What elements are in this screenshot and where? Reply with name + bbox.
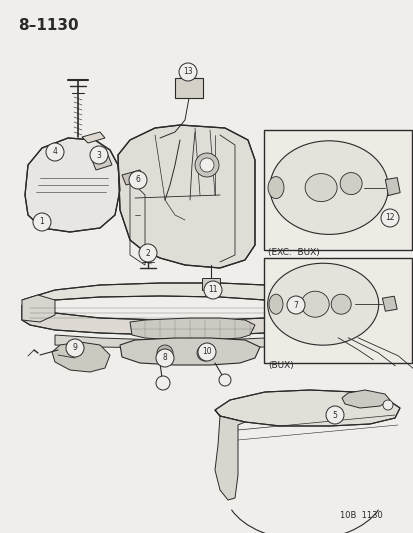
Circle shape bbox=[197, 343, 216, 361]
Text: 4: 4 bbox=[52, 148, 57, 157]
Text: 8–1130: 8–1130 bbox=[18, 18, 78, 33]
Ellipse shape bbox=[330, 294, 350, 314]
Polygon shape bbox=[214, 410, 244, 500]
FancyBboxPatch shape bbox=[202, 278, 219, 290]
Circle shape bbox=[90, 146, 108, 164]
Text: 9: 9 bbox=[72, 343, 77, 352]
Polygon shape bbox=[55, 335, 289, 348]
Polygon shape bbox=[25, 138, 120, 232]
Circle shape bbox=[46, 143, 64, 161]
FancyBboxPatch shape bbox=[175, 78, 202, 98]
Text: 13: 13 bbox=[183, 68, 192, 77]
Ellipse shape bbox=[304, 174, 336, 201]
Circle shape bbox=[139, 244, 157, 262]
Polygon shape bbox=[382, 296, 396, 311]
Text: 10B  1130: 10B 1130 bbox=[339, 511, 382, 520]
Text: 3: 3 bbox=[96, 150, 101, 159]
Text: (EXC.  BUX): (EXC. BUX) bbox=[267, 248, 319, 257]
Text: 6: 6 bbox=[135, 175, 140, 184]
Text: 5: 5 bbox=[332, 410, 337, 419]
Circle shape bbox=[156, 349, 173, 367]
Circle shape bbox=[178, 63, 197, 81]
Circle shape bbox=[156, 376, 170, 390]
FancyBboxPatch shape bbox=[263, 258, 411, 363]
Polygon shape bbox=[289, 295, 317, 322]
Circle shape bbox=[286, 296, 304, 314]
Polygon shape bbox=[385, 177, 399, 196]
Circle shape bbox=[157, 345, 173, 361]
Circle shape bbox=[199, 158, 214, 172]
Ellipse shape bbox=[267, 263, 378, 345]
Text: 2: 2 bbox=[145, 248, 150, 257]
Ellipse shape bbox=[268, 294, 282, 314]
Ellipse shape bbox=[267, 176, 283, 199]
Polygon shape bbox=[118, 125, 254, 268]
FancyBboxPatch shape bbox=[263, 130, 411, 250]
Text: 8: 8 bbox=[162, 353, 167, 362]
Text: 12: 12 bbox=[385, 214, 394, 222]
Polygon shape bbox=[130, 318, 254, 340]
Circle shape bbox=[195, 153, 218, 177]
Text: 1: 1 bbox=[40, 217, 44, 227]
Polygon shape bbox=[82, 132, 105, 143]
Text: (BUX): (BUX) bbox=[267, 361, 293, 370]
Polygon shape bbox=[341, 390, 389, 408]
Circle shape bbox=[382, 400, 392, 410]
Text: 7: 7 bbox=[293, 301, 298, 310]
Circle shape bbox=[218, 374, 230, 386]
Circle shape bbox=[33, 213, 51, 231]
Text: 11: 11 bbox=[208, 286, 217, 295]
Polygon shape bbox=[22, 295, 55, 322]
Circle shape bbox=[129, 171, 147, 189]
Polygon shape bbox=[22, 283, 301, 305]
Polygon shape bbox=[120, 338, 259, 365]
Polygon shape bbox=[52, 342, 110, 372]
Polygon shape bbox=[214, 390, 399, 426]
Circle shape bbox=[66, 339, 84, 357]
Polygon shape bbox=[92, 155, 112, 170]
Ellipse shape bbox=[269, 141, 387, 235]
Ellipse shape bbox=[301, 291, 328, 317]
Circle shape bbox=[380, 209, 398, 227]
Polygon shape bbox=[122, 170, 144, 185]
Circle shape bbox=[197, 345, 212, 361]
Ellipse shape bbox=[339, 173, 361, 195]
Text: 10: 10 bbox=[202, 348, 211, 357]
Circle shape bbox=[204, 281, 221, 299]
Circle shape bbox=[325, 406, 343, 424]
Polygon shape bbox=[22, 305, 301, 335]
